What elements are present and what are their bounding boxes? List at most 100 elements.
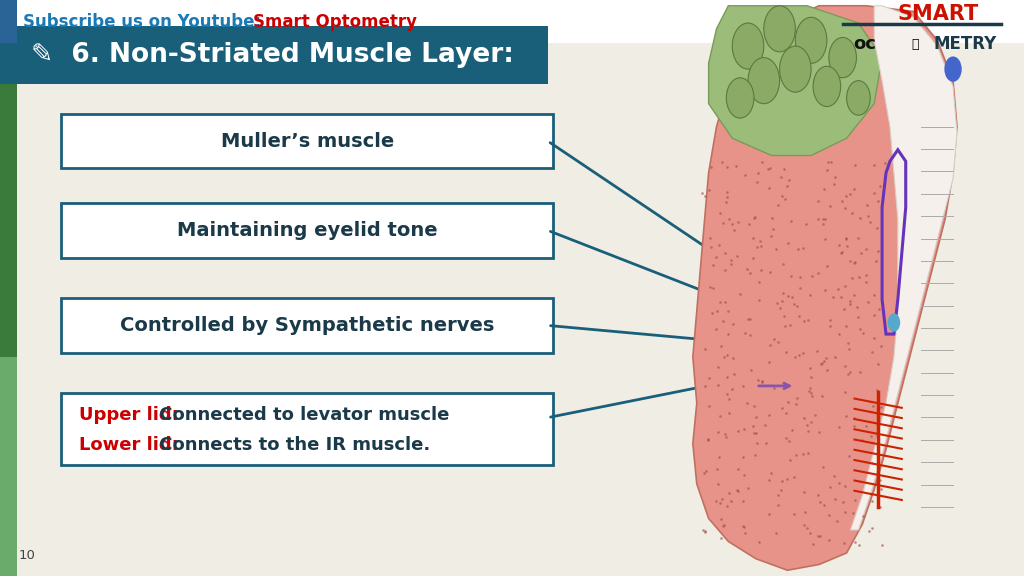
Point — [839, 241, 855, 251]
Circle shape — [888, 313, 900, 332]
Point — [816, 500, 833, 509]
Text: Maintaining eyelid tone: Maintaining eyelid tone — [177, 221, 437, 240]
Point — [780, 238, 797, 248]
Point — [821, 321, 838, 331]
Point — [795, 450, 811, 459]
Point — [846, 290, 862, 300]
Point — [761, 510, 777, 519]
Point — [729, 217, 745, 226]
Point — [760, 164, 776, 173]
Point — [800, 449, 816, 458]
Text: METRY: METRY — [934, 35, 996, 53]
Point — [735, 453, 752, 462]
Point — [705, 260, 721, 269]
Text: SMART: SMART — [898, 3, 979, 24]
Point — [802, 290, 818, 300]
Point — [723, 497, 739, 506]
Point — [842, 299, 858, 308]
Point — [746, 450, 763, 460]
Point — [713, 533, 729, 542]
Point — [721, 395, 737, 404]
Polygon shape — [851, 6, 957, 530]
Point — [849, 302, 865, 312]
Point — [696, 527, 713, 536]
Point — [717, 266, 733, 275]
Point — [802, 363, 818, 372]
Text: Smart Optometry: Smart Optometry — [253, 13, 417, 31]
Point — [710, 363, 726, 372]
Point — [819, 366, 836, 375]
Point — [764, 213, 780, 222]
Point — [840, 370, 856, 379]
Point — [852, 367, 868, 377]
Point — [825, 180, 842, 189]
Point — [712, 209, 728, 218]
Point — [777, 321, 794, 331]
Point — [841, 452, 857, 461]
Point — [826, 494, 843, 503]
Point — [843, 256, 859, 265]
Point — [715, 521, 731, 530]
Point — [787, 399, 804, 408]
Point — [858, 421, 874, 430]
Point — [712, 499, 728, 508]
Circle shape — [732, 23, 764, 69]
Point — [830, 329, 847, 338]
Point — [838, 203, 854, 213]
Text: Controlled by Sympathetic nerves: Controlled by Sympathetic nerves — [120, 316, 495, 335]
Point — [696, 469, 713, 478]
Point — [785, 473, 802, 482]
Point — [866, 291, 883, 300]
Point — [847, 495, 863, 505]
Point — [835, 196, 851, 206]
Point — [821, 510, 838, 520]
Point — [775, 289, 792, 298]
Point — [842, 367, 858, 377]
Point — [773, 173, 790, 182]
Point — [762, 164, 778, 173]
Point — [837, 281, 853, 290]
Point — [700, 185, 717, 195]
Point — [871, 181, 888, 191]
Point — [802, 384, 818, 393]
Point — [715, 316, 731, 325]
Point — [736, 522, 753, 532]
Point — [825, 292, 842, 301]
Point — [762, 267, 778, 276]
Point — [810, 196, 826, 205]
Point — [782, 272, 799, 281]
Point — [744, 421, 761, 430]
Point — [761, 476, 777, 485]
Point — [701, 282, 718, 291]
Point — [844, 273, 860, 282]
Point — [712, 298, 728, 307]
Text: 👁: 👁 — [911, 37, 919, 51]
Circle shape — [847, 81, 870, 115]
Point — [780, 291, 797, 301]
Point — [725, 320, 741, 329]
Point — [791, 312, 807, 321]
Circle shape — [944, 56, 962, 82]
Point — [870, 196, 887, 206]
Point — [719, 502, 735, 511]
Text: Connected to levator muscle: Connected to levator muscle — [153, 406, 449, 425]
Point — [721, 214, 737, 223]
Point — [834, 292, 850, 301]
Point — [752, 236, 768, 245]
Point — [865, 188, 882, 198]
Point — [745, 253, 762, 263]
Point — [719, 389, 735, 399]
Point — [866, 161, 883, 170]
Point — [855, 328, 871, 338]
FancyBboxPatch shape — [61, 114, 553, 169]
Point — [862, 490, 879, 499]
Point — [745, 429, 762, 438]
Point — [870, 359, 887, 369]
Point — [851, 272, 867, 282]
Point — [729, 486, 745, 495]
Point — [740, 483, 757, 492]
Point — [869, 223, 886, 233]
Point — [764, 224, 780, 233]
Point — [711, 452, 727, 461]
Point — [811, 427, 827, 437]
